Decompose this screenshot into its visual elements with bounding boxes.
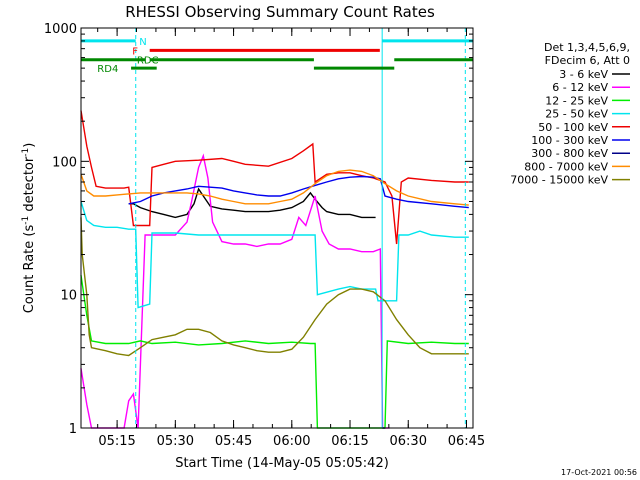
axis-ticks: 05:15 05:30 05:45 06:00 06:15 06:30 06:45 1 10 10… [44, 22, 485, 449]
y-tick-label-4: 1000 [44, 22, 77, 37]
series-line-4 [80, 201, 469, 309]
series-line-2 [80, 153, 390, 429]
legend-entry-7: 300 - 800 keV [531, 147, 608, 160]
legend-entry-8: 800 - 7000 keV [524, 160, 608, 173]
x-tick-label-7: 06:45 [448, 434, 485, 449]
legend-header-line-2: FDecim 6, Att 0 [545, 54, 630, 67]
flag-label-rd4: RD4 [97, 64, 118, 75]
series-line-1 [128, 187, 376, 219]
y-axis-label: Count Rate (s-1 detector-1) [21, 143, 37, 314]
x-axis-label: Start Time (14-May-05 05:05:42) [175, 456, 389, 471]
legend-entry-2: 6 - 12 keV [552, 81, 608, 94]
series-line-9 [80, 217, 469, 357]
x-tick-label-6: 06:30 [390, 434, 427, 449]
vertical-lines [135, 28, 466, 428]
x-tick-label-2: 05:30 [157, 434, 194, 449]
legend-entry-6: 100 - 300 keV [531, 134, 608, 147]
series-line-8 [80, 169, 469, 206]
x-tick-label-1: 05:15 [98, 434, 135, 449]
legend-entry-1: 3 - 6 keV [559, 68, 608, 81]
y-tick-label-2: 10 [60, 289, 77, 304]
series-line-5 [80, 110, 469, 245]
chart-title: RHESSI Observing Summary Count Rates [125, 3, 435, 21]
legend: Det 1,3,4,5,6,9, FDecim 6, Att 0 3 - 6 k… [510, 41, 630, 187]
generation-timestamp: 17-Oct-2021 00:56 [561, 468, 637, 477]
x-tick-label-5: 06:15 [331, 434, 368, 449]
flag-label-n: N [139, 37, 146, 48]
legend-entry-5: 50 - 100 keV [538, 121, 608, 134]
legend-entry-4: 25 - 50 keV [545, 108, 608, 121]
series-line-3 [80, 275, 469, 429]
legend-entry-3: 12 - 25 keV [545, 94, 608, 107]
plot-frame [80, 27, 474, 429]
flag-label-f: F [132, 46, 138, 57]
y-tick-label-1: 1 [69, 422, 77, 437]
y-tick-label-3: 100 [52, 155, 77, 170]
x-tick-label-4: 06:00 [273, 434, 310, 449]
legend-entry-9: 7000 - 15000 keV [510, 174, 608, 187]
series-line-6 [128, 175, 469, 209]
series-layer [80, 110, 469, 429]
x-tick-label-3: 05:45 [215, 434, 252, 449]
legend-header-line-1: Det 1,3,4,5,6,9, [544, 41, 630, 54]
flag-label-rdc: RDC [137, 56, 159, 67]
